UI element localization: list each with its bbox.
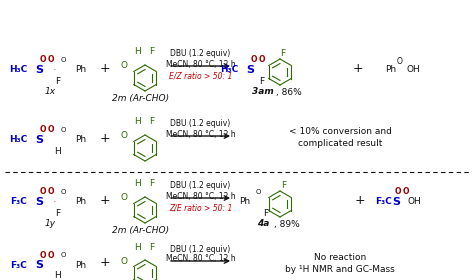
Text: MeCN, 80 °C, 12 h: MeCN, 80 °C, 12 h: [166, 192, 235, 200]
Text: F: F: [55, 76, 61, 85]
Text: S: S: [246, 65, 254, 75]
Text: +: +: [353, 62, 363, 74]
Text: , 89%: , 89%: [274, 220, 300, 228]
Text: O: O: [40, 125, 46, 134]
Text: Ph: Ph: [239, 197, 250, 207]
Text: S: S: [35, 65, 43, 75]
Text: H: H: [135, 242, 141, 251]
Text: H₃C: H₃C: [220, 66, 238, 74]
Text: O: O: [60, 189, 66, 195]
Text: OH: OH: [408, 197, 422, 207]
Text: O: O: [40, 251, 46, 260]
Text: 2m (Ar-CHO): 2m (Ar-CHO): [112, 94, 170, 102]
Text: H₃C: H₃C: [9, 66, 27, 74]
Text: O: O: [48, 125, 54, 134]
Text: S: S: [35, 135, 43, 145]
Text: H: H: [55, 272, 61, 280]
Text: S: S: [35, 197, 43, 207]
Text: No reaction: No reaction: [314, 253, 366, 262]
Text: 4a: 4a: [257, 220, 269, 228]
Text: 2m (Ar-CHO): 2m (Ar-CHO): [112, 225, 170, 235]
Text: O: O: [120, 132, 128, 141]
Text: H₃C: H₃C: [9, 136, 27, 144]
Text: O: O: [48, 251, 54, 260]
Text: H: H: [135, 48, 141, 57]
Text: O: O: [395, 188, 401, 197]
Text: O: O: [60, 127, 66, 133]
Text: Ph: Ph: [75, 197, 86, 207]
Text: F: F: [149, 48, 155, 57]
Text: F: F: [259, 76, 264, 85]
Text: DBU (1.2 equiv): DBU (1.2 equiv): [170, 50, 231, 59]
Text: O: O: [40, 55, 46, 64]
Text: O: O: [48, 55, 54, 64]
Text: MeCN, 80 °C, 12 h: MeCN, 80 °C, 12 h: [166, 255, 235, 263]
Text: Ph: Ph: [385, 66, 396, 74]
Text: F₃C: F₃C: [10, 197, 27, 207]
Text: Z/E ratio > 50: 1: Z/E ratio > 50: 1: [169, 204, 232, 213]
Text: ·: ·: [53, 197, 57, 207]
Text: +: +: [100, 62, 110, 74]
Text: O: O: [120, 193, 128, 202]
Text: Ph: Ph: [75, 136, 86, 144]
Text: F: F: [149, 179, 155, 188]
Text: MeCN, 80 °C, 12 h: MeCN, 80 °C, 12 h: [166, 129, 235, 139]
Text: 1y: 1y: [45, 220, 55, 228]
Text: O: O: [48, 188, 54, 197]
Text: by ¹H NMR and GC-Mass: by ¹H NMR and GC-Mass: [285, 265, 395, 274]
Text: E/Z ratio > 50: 1: E/Z ratio > 50: 1: [169, 71, 232, 81]
Text: S: S: [392, 197, 400, 207]
Text: 1x: 1x: [45, 87, 55, 97]
Text: F₃C: F₃C: [10, 260, 27, 269]
Text: +: +: [100, 256, 110, 269]
Text: F: F: [264, 209, 269, 218]
Text: < 10% conversion and: < 10% conversion and: [289, 127, 392, 137]
Text: +: +: [100, 193, 110, 207]
Text: DBU (1.2 equiv): DBU (1.2 equiv): [170, 181, 231, 190]
Text: H: H: [135, 179, 141, 188]
Text: DBU (1.2 equiv): DBU (1.2 equiv): [170, 244, 231, 253]
Text: O: O: [255, 189, 261, 195]
Text: F: F: [149, 242, 155, 251]
Text: 3am: 3am: [252, 87, 274, 97]
Text: O: O: [397, 57, 403, 66]
Text: O: O: [120, 256, 128, 265]
Text: Ph: Ph: [75, 66, 86, 74]
Text: O: O: [259, 55, 265, 64]
Text: O: O: [120, 62, 128, 71]
Text: O: O: [40, 188, 46, 197]
Text: ·: ·: [53, 65, 57, 75]
Text: F: F: [281, 50, 285, 59]
Text: , 86%: , 86%: [276, 87, 302, 97]
Text: F: F: [149, 118, 155, 127]
Text: +: +: [100, 132, 110, 144]
Text: complicated result: complicated result: [298, 139, 382, 148]
Text: DBU (1.2 equiv): DBU (1.2 equiv): [170, 120, 231, 129]
Text: S: S: [35, 260, 43, 270]
Text: Ph: Ph: [75, 260, 86, 269]
Text: F: F: [282, 181, 287, 190]
Text: MeCN, 80 °C, 12 h: MeCN, 80 °C, 12 h: [166, 60, 235, 69]
Text: OH: OH: [407, 66, 421, 74]
Text: O: O: [403, 188, 409, 197]
Text: O: O: [60, 252, 66, 258]
Text: O: O: [251, 55, 257, 64]
Text: F: F: [55, 209, 61, 218]
Text: H: H: [55, 146, 61, 155]
Text: O: O: [60, 57, 66, 63]
Text: H: H: [135, 118, 141, 127]
Text: F₃C: F₃C: [375, 197, 392, 207]
Text: +: +: [355, 193, 365, 207]
